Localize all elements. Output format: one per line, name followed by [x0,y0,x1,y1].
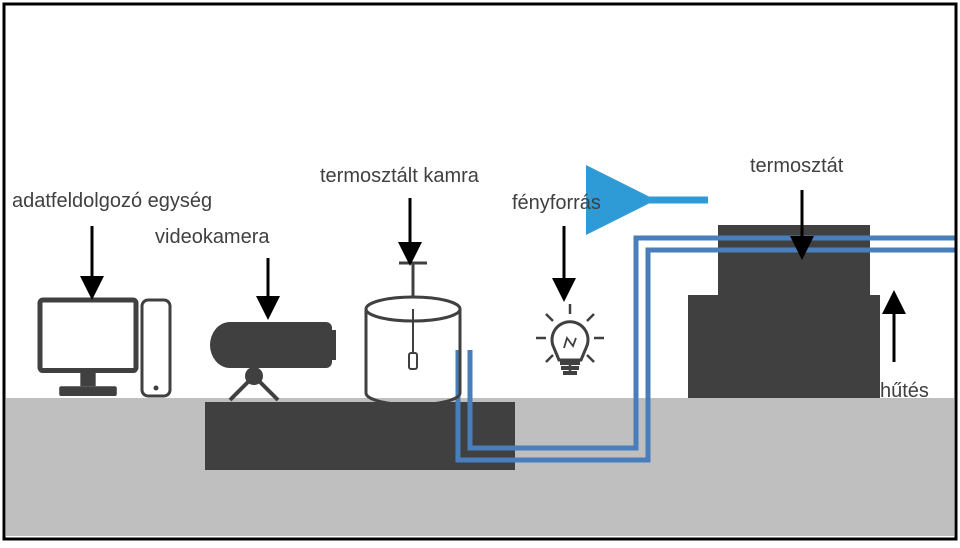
label-thermostat: termosztát [750,155,843,178]
label-cooling: hűtés [880,380,929,403]
label-light: fényforrás [512,192,601,215]
label-processing-unit: adatfeldolgozó egység [12,190,212,213]
label-camera: videokamera [155,226,270,249]
label-chamber: termosztált kamra [320,165,479,188]
diagram-canvas [0,0,960,543]
